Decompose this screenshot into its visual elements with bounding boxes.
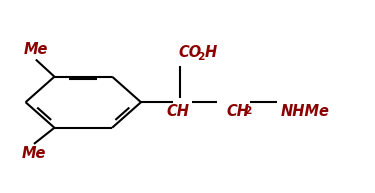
Text: Me: Me [22,146,46,161]
Text: Me: Me [24,42,48,57]
Text: H: H [205,45,217,60]
Text: CO: CO [178,45,201,60]
Text: 2: 2 [198,52,205,62]
Text: CH: CH [226,104,250,119]
Text: CH: CH [167,104,190,119]
Text: NHMe: NHMe [280,104,329,119]
Text: 2: 2 [244,106,252,116]
